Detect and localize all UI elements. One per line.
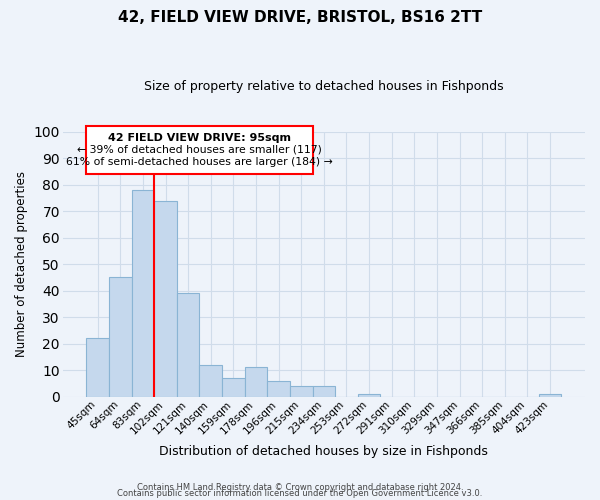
Bar <box>86 338 109 396</box>
Bar <box>154 200 177 396</box>
Bar <box>86 126 313 174</box>
Text: 61% of semi-detached houses are larger (184) →: 61% of semi-detached houses are larger (… <box>66 157 333 167</box>
Text: Contains HM Land Registry data © Crown copyright and database right 2024.: Contains HM Land Registry data © Crown c… <box>137 484 463 492</box>
Bar <box>245 368 268 396</box>
Bar <box>222 378 245 396</box>
X-axis label: Distribution of detached houses by size in Fishponds: Distribution of detached houses by size … <box>160 444 488 458</box>
Text: ← 39% of detached houses are smaller (117): ← 39% of detached houses are smaller (11… <box>77 145 322 155</box>
Bar <box>539 394 561 396</box>
Text: Contains public sector information licensed under the Open Government Licence v3: Contains public sector information licen… <box>118 490 482 498</box>
Text: 42 FIELD VIEW DRIVE: 95sqm: 42 FIELD VIEW DRIVE: 95sqm <box>108 133 291 143</box>
Title: Size of property relative to detached houses in Fishponds: Size of property relative to detached ho… <box>144 80 503 93</box>
Bar <box>358 394 380 396</box>
Bar <box>313 386 335 396</box>
Y-axis label: Number of detached properties: Number of detached properties <box>15 171 28 357</box>
Text: 42, FIELD VIEW DRIVE, BRISTOL, BS16 2TT: 42, FIELD VIEW DRIVE, BRISTOL, BS16 2TT <box>118 10 482 25</box>
Bar <box>131 190 154 396</box>
Bar <box>290 386 313 396</box>
Bar <box>268 380 290 396</box>
Bar <box>109 278 131 396</box>
Bar <box>199 364 222 396</box>
Bar <box>177 293 199 397</box>
